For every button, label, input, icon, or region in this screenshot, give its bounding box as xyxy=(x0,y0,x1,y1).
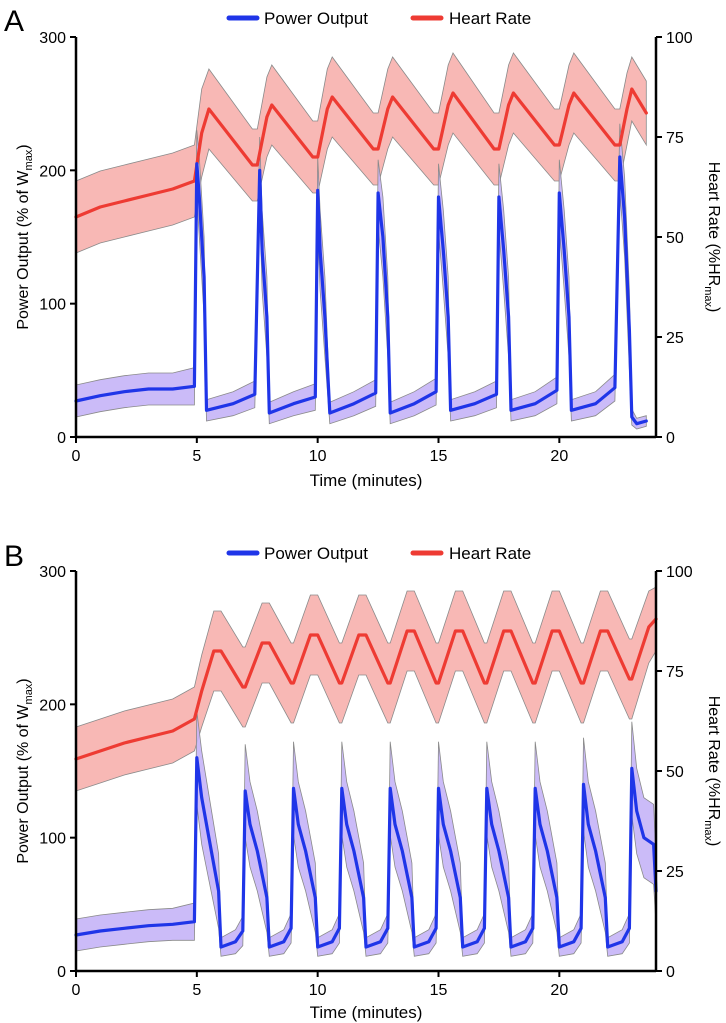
y-axis-label-right-sub: max xyxy=(702,820,714,841)
series-line-power-output xyxy=(74,155,648,426)
x-tick-label: 10 xyxy=(309,982,327,999)
legend-label-heart: Heart Rate xyxy=(449,9,531,28)
y-axis-label-right: Heart Rate (%HRmax) xyxy=(702,162,722,313)
y-left-tick-label: 100 xyxy=(39,831,66,848)
x-tick-label: 0 xyxy=(72,448,81,465)
y-axis-label-left-end: ) xyxy=(15,144,32,149)
x-tick-label: 15 xyxy=(430,982,448,999)
band-heart-rate xyxy=(75,586,657,792)
y-left-tick-label: 200 xyxy=(39,163,66,180)
y-axis-label-left-sub: max xyxy=(23,149,35,170)
y-axis-label-left-sub: max xyxy=(23,683,35,704)
y-right-tick-label: 50 xyxy=(666,764,684,781)
legend-label-heart: Heart Rate xyxy=(449,544,531,563)
legend: Power Output Heart Rate xyxy=(226,9,531,28)
series-line-heart-rate xyxy=(74,87,648,219)
x-tick-label: 0 xyxy=(72,982,81,999)
y-right-tick-label: 25 xyxy=(666,330,684,347)
legend: Power Output Heart Rate xyxy=(226,544,531,563)
y-axis-label-left-main: Power Output (% of W xyxy=(15,170,32,330)
y-axis-label-right-end: ) xyxy=(705,841,722,846)
y-axis-label-right-end: ) xyxy=(705,307,722,312)
y-axis-label-right-main: Heart Rate (%HR xyxy=(705,162,722,286)
y-left-tick-label: 200 xyxy=(39,697,66,714)
series-line-heart-rate xyxy=(74,617,658,761)
series-line-power-output xyxy=(74,756,658,949)
y-right-tick-label: 75 xyxy=(666,664,684,681)
plot-area xyxy=(74,586,658,957)
y-axis-label-left: Power Output (% of Wmax) xyxy=(15,678,35,863)
y-left-tick-label: 0 xyxy=(57,964,66,981)
y-right-tick-label: 0 xyxy=(666,964,675,981)
y-axis-label-right-sub: max xyxy=(702,286,714,307)
x-axis-label: Time (minutes) xyxy=(310,471,423,490)
panel-b: B Power Output Heart Rate 0 5 10 15 20010020… xyxy=(4,540,722,1022)
band-heart-rate xyxy=(75,52,647,254)
x-axis-label: Time (minutes) xyxy=(310,1003,423,1022)
x-tick-label: 15 xyxy=(430,448,448,465)
x-tick-label: 20 xyxy=(550,448,568,465)
y-right-tick-label: 0 xyxy=(666,430,675,447)
y-left-tick-label: 100 xyxy=(39,297,66,314)
plot-area xyxy=(74,52,648,430)
y-axis-label-left-end: ) xyxy=(15,678,32,683)
y-axis-label-left: Power Output (% of Wmax) xyxy=(15,144,35,329)
x-tick-label: 10 xyxy=(309,448,327,465)
x-tick-label: 5 xyxy=(192,448,201,465)
y-axis-label-right-main: Heart Rate (%HR xyxy=(705,696,722,820)
legend-label-power: Power Output xyxy=(264,9,368,28)
y-right-tick-label: 75 xyxy=(666,130,684,147)
panel-label: A xyxy=(4,5,24,38)
panel-a: A Power Output Heart Rate 0 5 10 15 20010020… xyxy=(4,5,722,490)
y-left-tick-label: 300 xyxy=(39,30,66,47)
y-left-tick-label: 300 xyxy=(39,564,66,581)
y-axis-label-left-main: Power Output (% of W xyxy=(15,704,32,864)
legend-label-power: Power Output xyxy=(264,544,368,563)
x-tick-label: 20 xyxy=(550,982,568,999)
y-right-tick-label: 50 xyxy=(666,230,684,247)
y-right-tick-label: 100 xyxy=(666,30,693,47)
y-axis-label-right: Heart Rate (%HRmax) xyxy=(702,696,722,847)
y-left-tick-label: 0 xyxy=(57,430,66,447)
panel-label: B xyxy=(4,540,24,573)
y-right-tick-label: 25 xyxy=(666,864,684,881)
x-tick-label: 5 xyxy=(192,982,201,999)
y-right-tick-label: 100 xyxy=(666,564,693,581)
